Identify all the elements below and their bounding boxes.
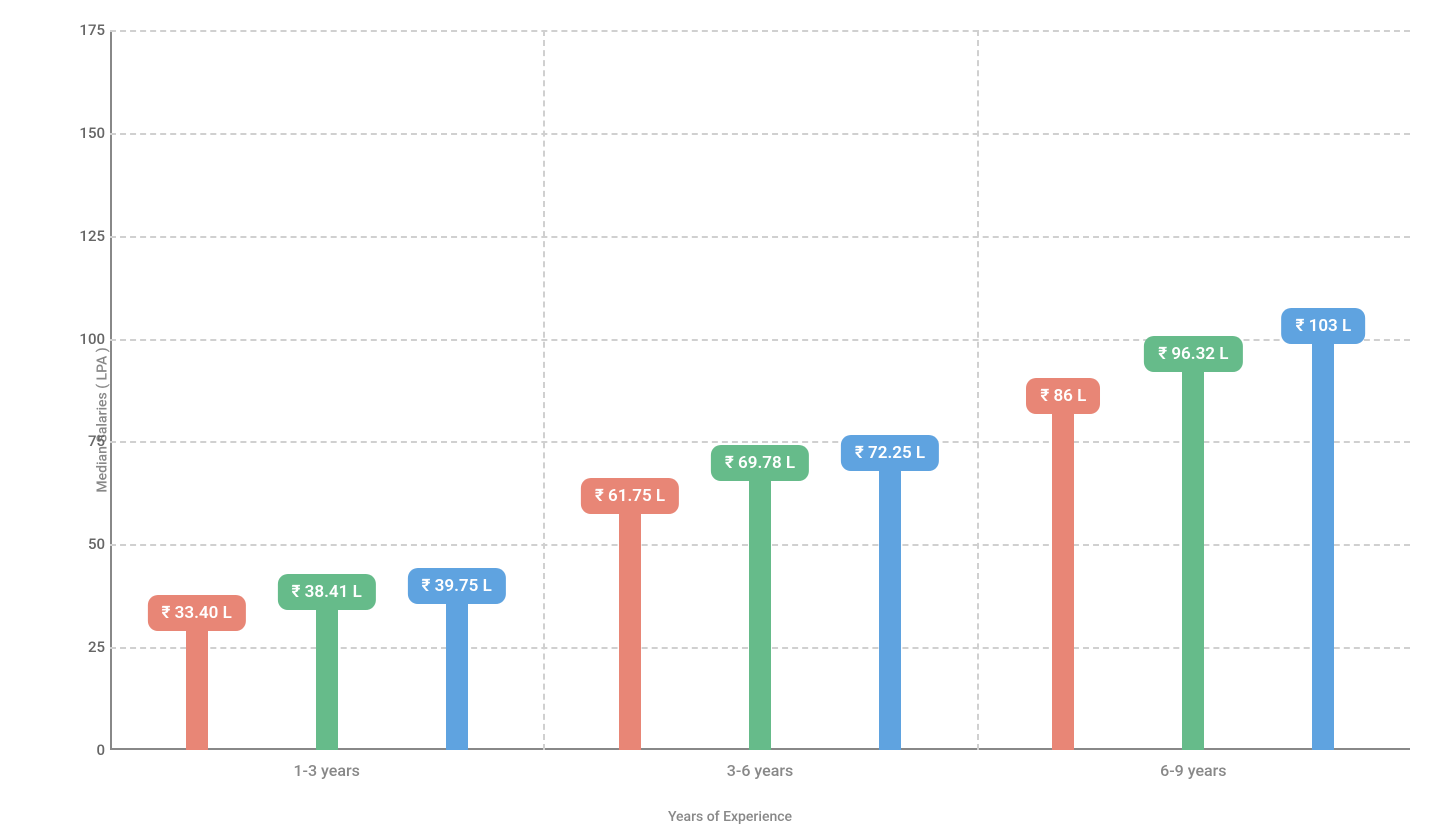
bar-value-label: ₹ 39.75 L [408, 568, 506, 604]
y-tick-label: 75 [65, 432, 105, 450]
bar [619, 496, 641, 750]
bar-value-label: ₹ 96.32 L [1144, 336, 1242, 372]
bar [1182, 354, 1204, 750]
h-gridline [110, 30, 1410, 32]
x-tick-label: 1-3 years [293, 761, 359, 780]
x-tick-label: 6-9 years [1160, 761, 1226, 780]
y-tick-label: 125 [65, 227, 105, 245]
y-axis-label: Median Salaries ( LPA ) [95, 347, 111, 492]
bar-value-label: ₹ 69.78 L [711, 445, 809, 481]
bar [186, 613, 208, 750]
bar [446, 586, 468, 750]
bar [1312, 326, 1334, 750]
bar-value-label: ₹ 38.41 L [278, 574, 376, 610]
y-tick-label: 150 [65, 124, 105, 142]
v-gridline [977, 30, 979, 750]
salary-chart: Median Salaries ( LPA ) Years of Experie… [40, 20, 1420, 820]
bar [749, 463, 771, 750]
plot-area: 02550751001251501751-3 years₹ 33.40 L₹ 3… [110, 30, 1410, 750]
h-gridline [110, 236, 1410, 238]
bar-value-label: ₹ 103 L [1281, 308, 1365, 344]
x-tick-label: 3-6 years [727, 761, 793, 780]
bar [879, 453, 901, 750]
bar-value-label: ₹ 61.75 L [581, 478, 679, 514]
x-axis-label: Years of Experience [668, 809, 792, 825]
v-gridline [543, 30, 545, 750]
bar-value-label: ₹ 72.25 L [841, 435, 939, 471]
bar-value-label: ₹ 86 L [1026, 378, 1100, 414]
y-tick-label: 25 [65, 638, 105, 656]
bar-value-label: ₹ 33.40 L [148, 595, 246, 631]
y-axis-line [110, 30, 112, 750]
y-tick-label: 0 [65, 741, 105, 759]
y-tick-label: 175 [65, 21, 105, 39]
bar [316, 592, 338, 750]
bar [1052, 396, 1074, 750]
y-tick-label: 50 [65, 535, 105, 553]
h-gridline [110, 133, 1410, 135]
h-gridline [110, 441, 1410, 443]
y-tick-label: 100 [65, 330, 105, 348]
